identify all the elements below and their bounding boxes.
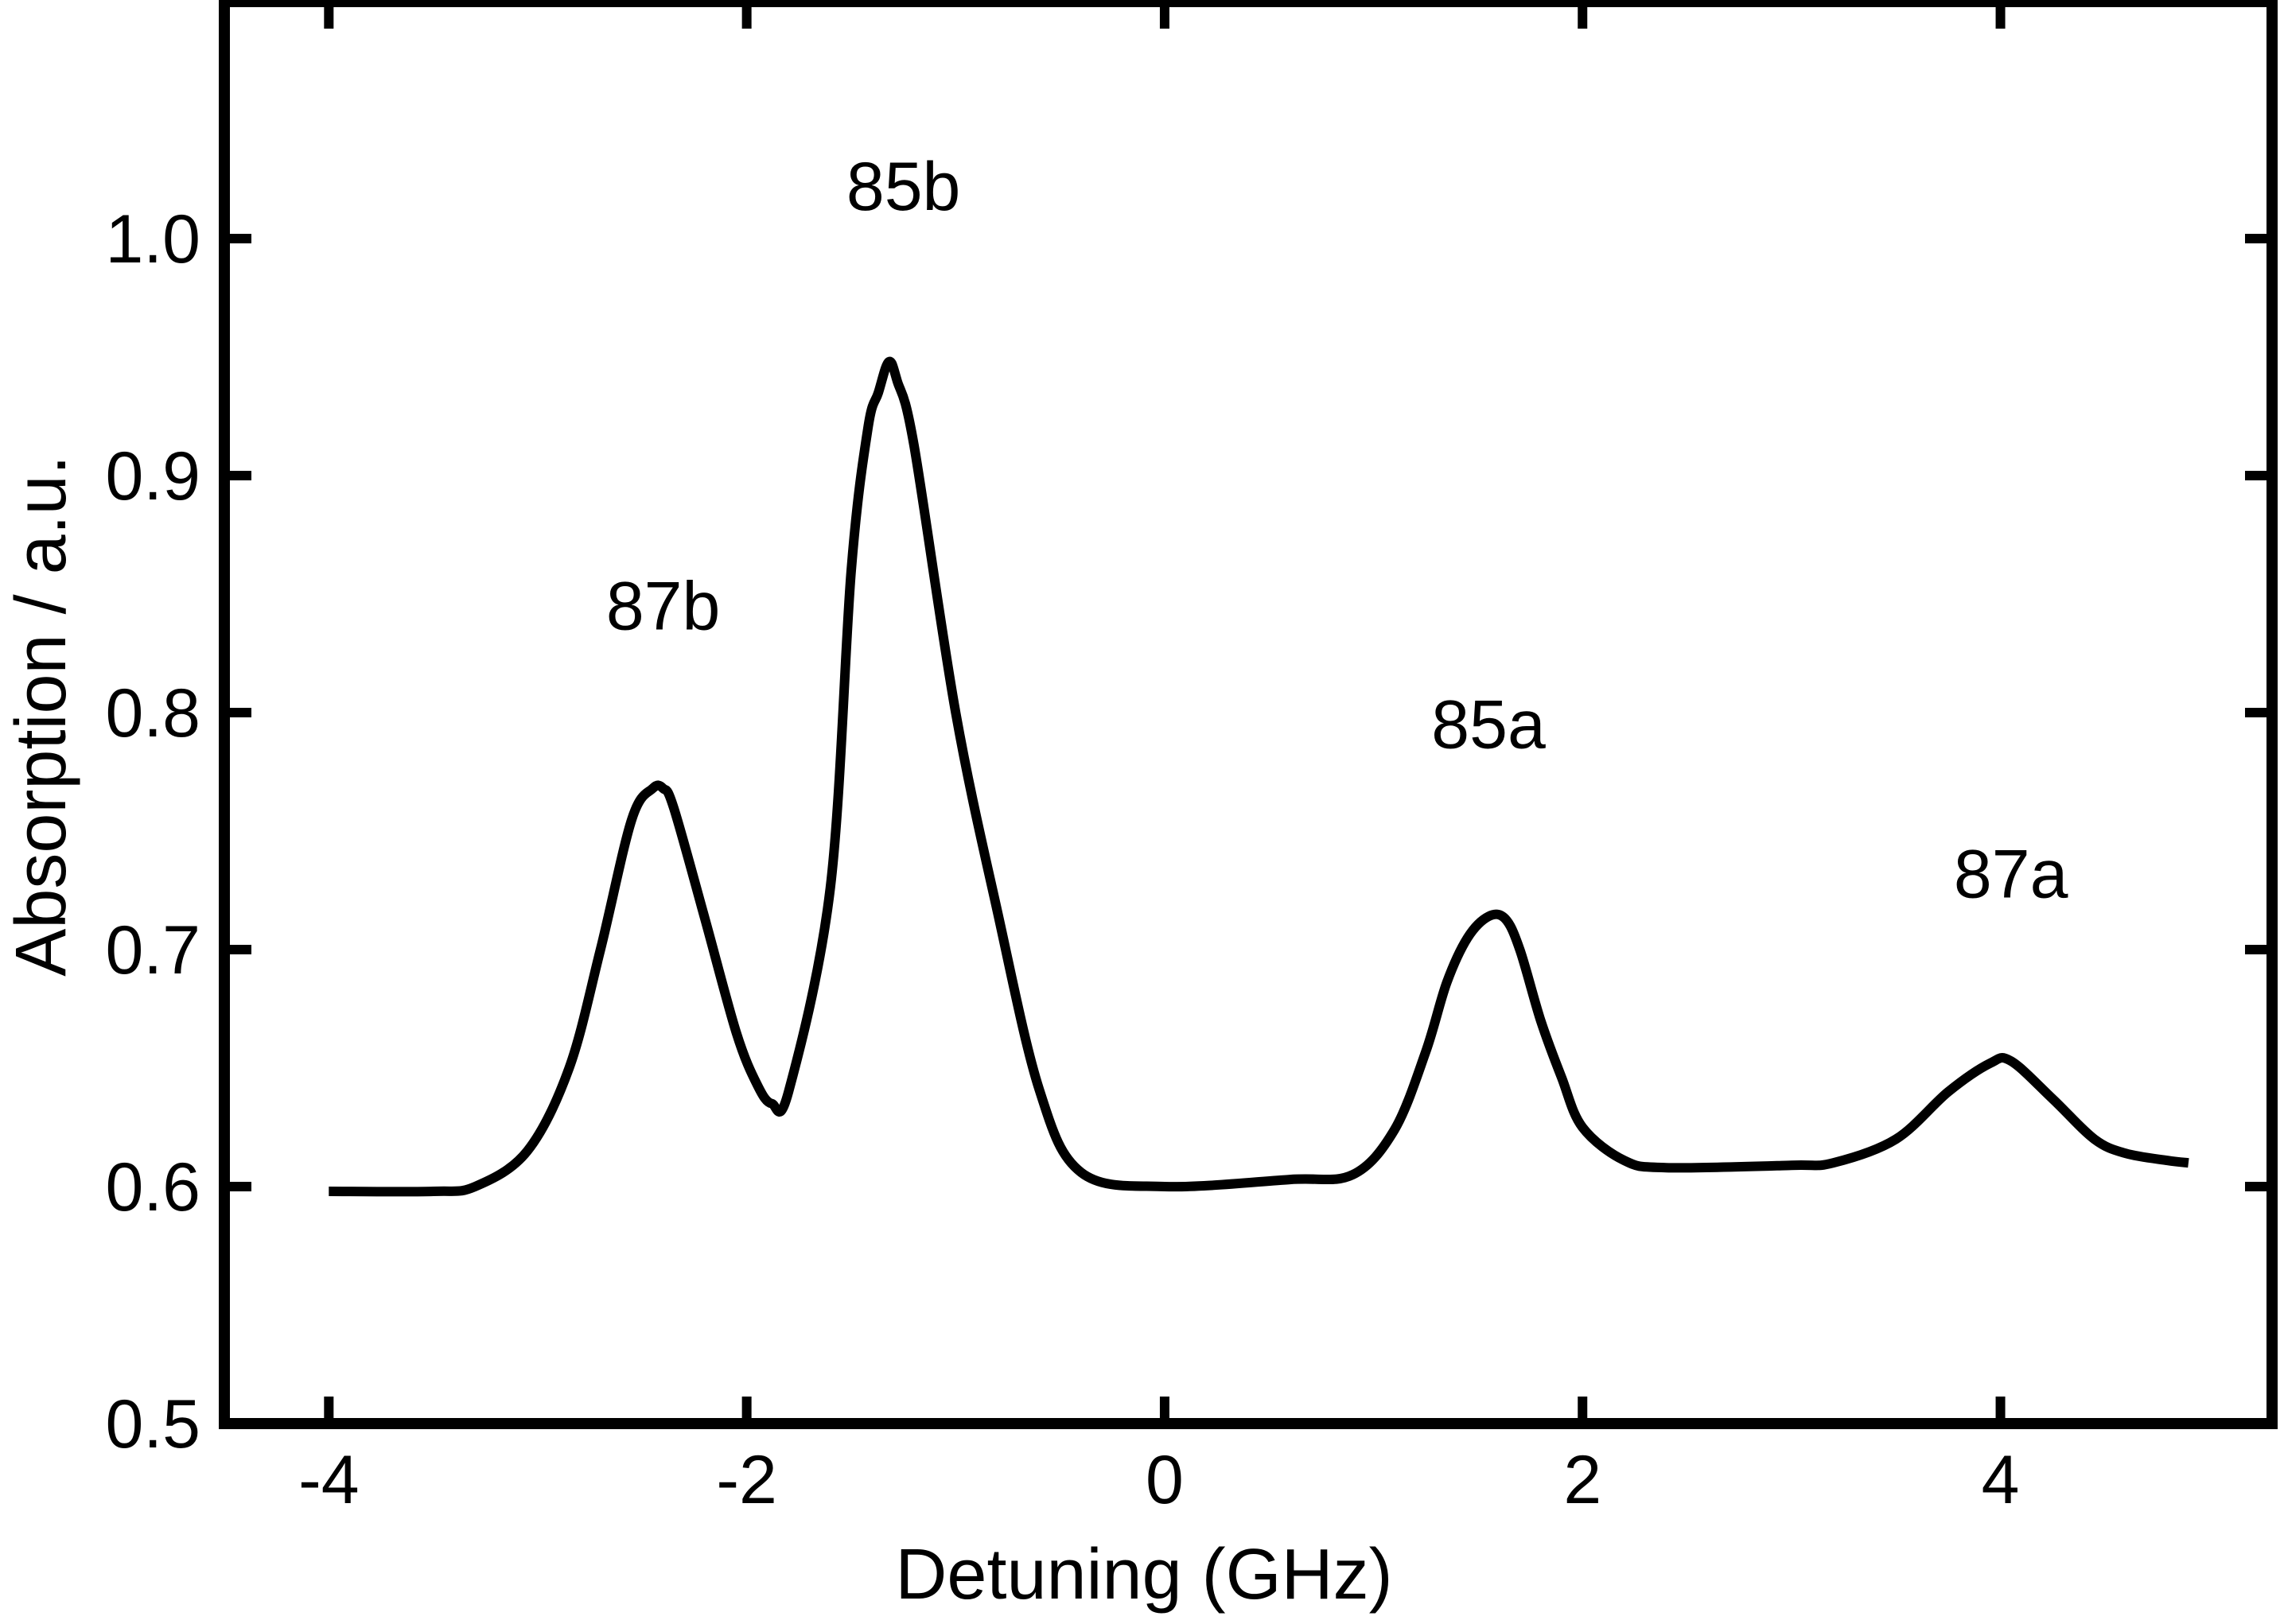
absorption-curve [329, 356, 2189, 1197]
x-tick-label: 2 [1563, 1442, 1601, 1518]
y-tick-label: 0.9 [105, 438, 200, 515]
y-tick-label: 0.7 [105, 912, 200, 989]
y-tick-label: 0.8 [105, 675, 200, 752]
y-tick-label: 0.5 [105, 1386, 200, 1463]
x-tick-label: 4 [1982, 1442, 2020, 1518]
peak-label-87b: 87b [606, 569, 721, 645]
peak-annotations: 87b 85b 85a 87a [606, 149, 2068, 912]
x-tick-label: 0 [1146, 1442, 1184, 1518]
y-tick-label: 0.6 [105, 1149, 200, 1226]
peak-label-85b: 85b [846, 149, 961, 225]
axis-ticks [224, 2, 2272, 1424]
peak-label-85a: 85a [1431, 687, 1546, 763]
peak-label-87a: 87a [1954, 836, 2068, 912]
x-axis-title: Detuning (GHz) [895, 1535, 1392, 1614]
y-tick-label: 1.0 [105, 201, 200, 278]
plot-frame [219, 0, 2278, 1429]
tick-labels: -4 -2 0 2 4 0.5 0.6 0.7 0.8 0.9 1.0 [105, 201, 2019, 1518]
x-tick-label: -2 [716, 1442, 776, 1518]
x-tick-label: -4 [298, 1442, 359, 1518]
y-axis-title: Absorption / a.u. [2, 455, 81, 976]
